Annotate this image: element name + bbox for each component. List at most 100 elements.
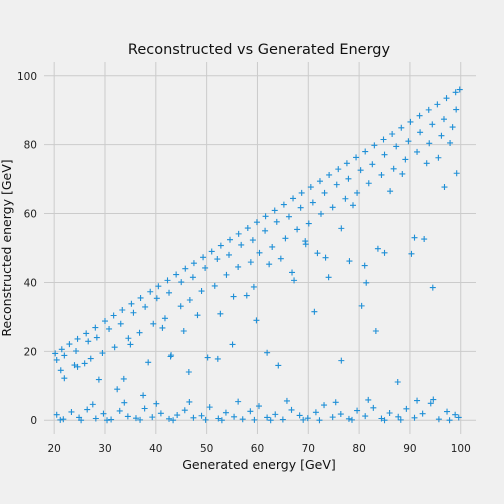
data-point: [110, 312, 117, 319]
data-point: [182, 265, 189, 272]
data-point: [453, 106, 460, 113]
data-point: [280, 201, 287, 208]
data-point: [92, 324, 99, 331]
data-point: [346, 258, 353, 265]
data-point: [186, 398, 193, 405]
data-point: [444, 408, 451, 415]
data-point: [250, 283, 257, 290]
data-point: [95, 376, 102, 383]
data-point: [312, 409, 319, 416]
data-point: [181, 407, 188, 414]
data-point: [85, 338, 92, 345]
data-point: [150, 320, 157, 327]
data-point: [166, 415, 173, 422]
data-point: [262, 227, 269, 234]
data-point: [452, 89, 459, 96]
data-point: [166, 289, 173, 296]
data-point: [408, 250, 415, 257]
data-point: [142, 303, 149, 310]
data-point: [435, 416, 442, 423]
data-point: [403, 405, 410, 412]
data-point: [380, 136, 387, 143]
data-point: [441, 184, 448, 191]
data-point: [71, 362, 78, 369]
data-point: [119, 307, 126, 313]
data-point: [305, 220, 312, 227]
y-tick-label: 100: [17, 71, 37, 83]
data-point: [425, 106, 432, 113]
data-point: [247, 259, 254, 266]
data-point: [116, 407, 123, 414]
data-point: [186, 297, 193, 304]
data-point: [296, 412, 303, 419]
data-point: [378, 171, 385, 178]
data-point: [338, 225, 345, 232]
data-point: [386, 409, 393, 416]
data-point: [149, 414, 156, 421]
data-point: [155, 283, 162, 290]
data-point: [322, 254, 329, 261]
data-point: [214, 256, 221, 263]
data-point: [314, 250, 321, 257]
data-point: [238, 241, 245, 248]
data-point: [365, 396, 372, 403]
y-tick-label: 20: [24, 346, 37, 358]
data-point: [275, 362, 282, 369]
data-point: [365, 180, 372, 187]
data-point: [243, 292, 250, 299]
data-point: [217, 242, 224, 249]
data-point: [235, 230, 242, 237]
x-tick-label: 100: [451, 443, 471, 455]
data-point: [217, 310, 224, 317]
data-point: [141, 405, 148, 412]
data-point: [104, 417, 111, 424]
data-point: [443, 95, 450, 102]
data-point: [325, 274, 332, 281]
data-point: [218, 417, 225, 424]
data-point: [164, 277, 171, 284]
data-point: [74, 363, 81, 370]
data-point: [153, 400, 160, 407]
data-point: [326, 171, 333, 178]
data-point: [345, 415, 352, 422]
data-point: [311, 308, 318, 315]
data-point: [402, 156, 409, 163]
data-point: [354, 189, 361, 196]
data-point: [288, 406, 295, 413]
data-point: [114, 386, 121, 393]
data-point: [411, 414, 418, 421]
data-point: [273, 218, 280, 225]
data-point: [202, 416, 209, 423]
data-point: [61, 352, 68, 359]
data-point: [108, 416, 115, 423]
data-point: [230, 293, 237, 300]
data-point: [251, 416, 258, 423]
data-point: [350, 202, 357, 209]
data-point: [81, 360, 88, 367]
data-point: [456, 86, 463, 93]
data-point: [398, 124, 405, 131]
y-tick-label: 60: [24, 209, 37, 221]
y-axis-label: Reconstructed energy [GeV]: [0, 159, 14, 336]
data-point: [298, 189, 305, 196]
data-point: [455, 414, 462, 421]
data-point: [159, 324, 166, 331]
x-tick-label: 30: [98, 443, 111, 455]
data-point: [267, 417, 274, 424]
data-point: [170, 417, 177, 424]
data-point: [427, 400, 434, 407]
data-point: [136, 329, 143, 336]
data-point: [290, 195, 297, 202]
data-point: [302, 241, 309, 248]
data-point: [317, 210, 324, 217]
data-point: [397, 416, 404, 423]
data-point: [446, 417, 453, 424]
data-point: [321, 189, 328, 196]
data-point: [128, 300, 135, 307]
data-point: [145, 359, 152, 366]
data-point: [262, 213, 269, 220]
data-point: [100, 410, 107, 417]
data-point: [369, 161, 376, 168]
data-point: [227, 236, 234, 243]
data-point: [225, 251, 232, 258]
